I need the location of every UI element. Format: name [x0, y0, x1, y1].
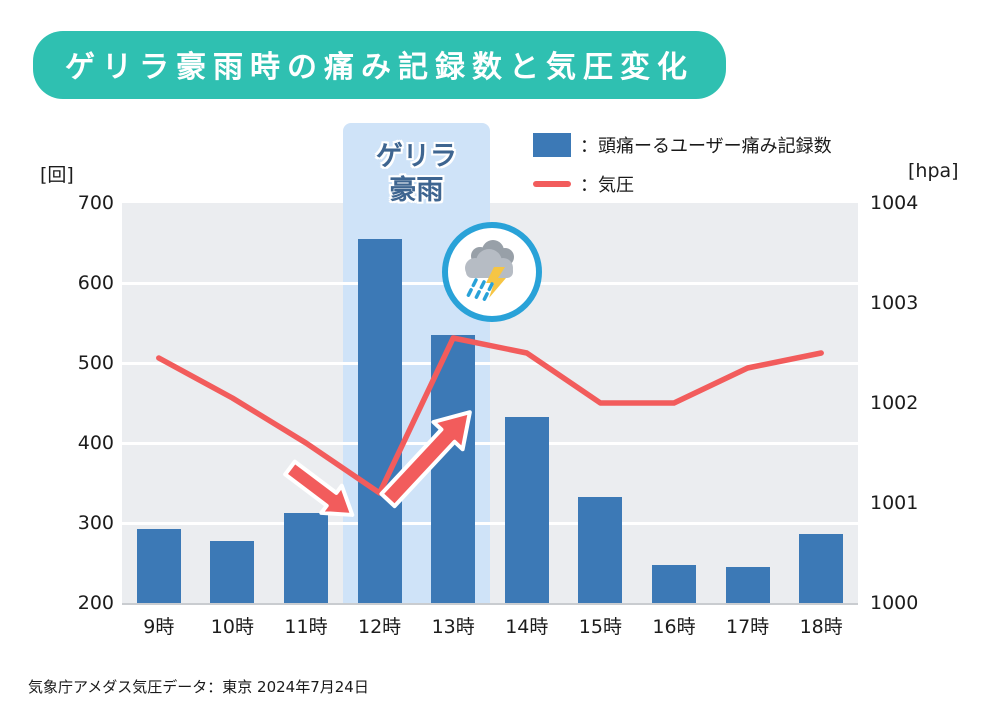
x-axis-label-12時: 12時 [358, 616, 402, 638]
line-legend-swatch [533, 181, 571, 187]
left-axis-tick: 700 [77, 192, 114, 214]
x-axis-label-14時: 14時 [505, 616, 549, 638]
left-axis-tick: 600 [77, 272, 114, 294]
footer-source-note: 気象庁アメダス気圧データ：東京 2024年7月24日 [28, 678, 369, 696]
bar-16時 [652, 565, 696, 603]
bar-9時 [136, 528, 181, 603]
gridline [122, 442, 858, 445]
bar-12時 [357, 239, 402, 603]
x-axis-label-16時: 16時 [652, 616, 696, 638]
rain-icon [466, 278, 494, 302]
right-axis-tick: 1001 [870, 492, 919, 514]
right-axis-tick: 1002 [870, 392, 919, 414]
bar-10時 [210, 540, 255, 603]
bar-18時 [799, 534, 844, 603]
left-axis-unit: [回] [40, 164, 74, 186]
left-axis-tick: 400 [77, 432, 114, 454]
lightning-icon [486, 267, 506, 298]
page-title: ゲリラ豪雨時の痛み記録数と気圧変化 [33, 31, 726, 99]
bar-15時 [578, 497, 623, 603]
bars-legend-swatch [533, 133, 571, 157]
bar-11時 [284, 512, 328, 603]
bar-14時 [504, 417, 549, 603]
storm-icon [442, 222, 542, 322]
bar-13時 [431, 335, 476, 603]
x-axis-label-18時: 18時 [799, 616, 843, 638]
right-axis-tick: 1000 [870, 592, 919, 614]
right-axis-tick: 1004 [870, 192, 919, 214]
legend-row-line: ：気圧 [533, 171, 832, 197]
band-label: ゲリラ 豪雨 [326, 140, 506, 208]
band-label-line1: ゲリラ [375, 141, 457, 172]
left-axis-tick: 200 [77, 592, 114, 614]
x-axis-label-9時: 9時 [143, 616, 175, 638]
legend: ：頭痛ーるユーザー痛み記録数 ：気圧 [533, 132, 832, 210]
bars-legend-label: ：頭痛ーるユーザー痛み記録数 [580, 136, 832, 157]
gridline [122, 522, 858, 525]
left-axis-tick: 500 [77, 352, 114, 374]
x-axis-label-13時: 13時 [431, 616, 475, 638]
right-axis-unit: [hpa] [908, 160, 959, 182]
x-axis-label-17時: 17時 [726, 616, 770, 638]
x-axis-label-11時: 11時 [284, 616, 328, 638]
x-axis-label-15時: 15時 [578, 616, 622, 638]
gridline [122, 362, 858, 365]
bar-17時 [725, 567, 770, 603]
legend-row-bars: ：頭痛ーるユーザー痛み記録数 [533, 132, 832, 158]
left-axis-tick: 300 [77, 512, 114, 534]
x-axis-label-10時: 10時 [210, 616, 254, 638]
right-axis-tick: 1003 [870, 292, 919, 314]
line-legend-label: ：気圧 [580, 175, 634, 196]
band-label-line2: 豪雨 [389, 174, 444, 206]
